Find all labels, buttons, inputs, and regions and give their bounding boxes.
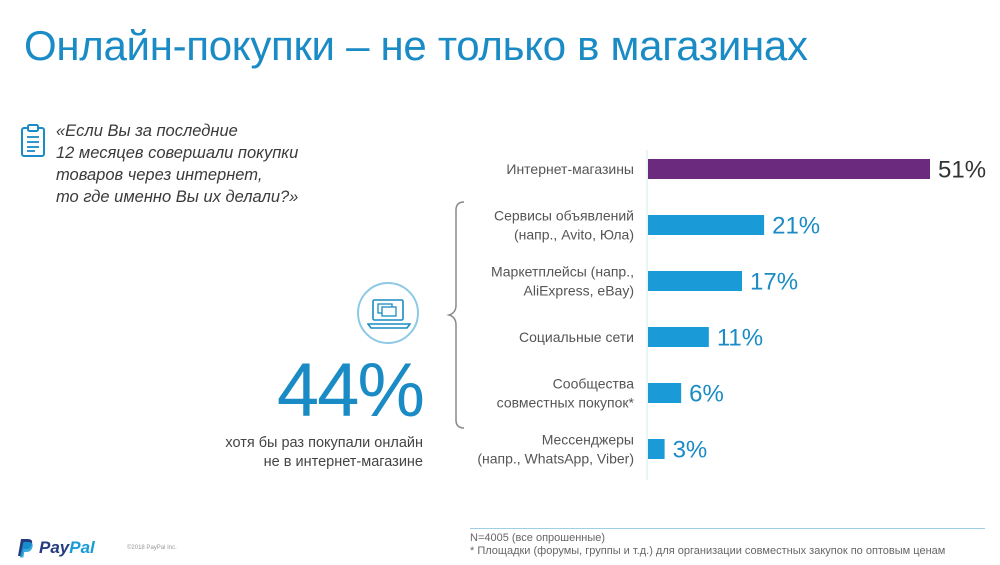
footnote-asterisk: * Площадки (форумы, группы и т.д.) для о… <box>470 545 946 557</box>
bar-5 <box>648 439 665 459</box>
bar-value-label: 3% <box>673 437 708 464</box>
survey-question: «Если Вы за последние 12 месяцев соверша… <box>56 120 356 208</box>
paypal-wordmark: PayPal <box>39 538 95 557</box>
category-label: (напр., Avito, Юла) <box>514 227 634 243</box>
bar-value-label: 6% <box>689 381 724 408</box>
category-label: Сервисы объявлений <box>494 208 634 224</box>
bar-chart: 51% Интернет-магазины 21% Сервисы объявлени… <box>477 150 986 480</box>
paypal-logo: PayPal <box>16 538 95 558</box>
category-label: совместных покупок* <box>497 395 635 411</box>
category-label: AliExpress, eBay) <box>524 283 634 299</box>
highlight-caption-line: не в интернет-магазине <box>263 454 423 470</box>
bar-3 <box>648 327 709 347</box>
bar-4 <box>648 383 682 403</box>
copyright: ©2018 PayPal Inc. <box>127 545 177 551</box>
bar-value-label: 17% <box>750 269 798 296</box>
category-label: Интернет-магазины <box>506 161 634 177</box>
bar-value-label: 21% <box>772 213 820 240</box>
footnotes: N=4005 (все опрошенные) * Площадки (фору… <box>470 532 945 558</box>
bar-2 <box>648 271 742 291</box>
laptop-icon <box>367 299 411 329</box>
question-line: товаров через интернет, <box>56 166 263 184</box>
category-label: Маркетплейсы (напр., <box>491 264 634 280</box>
category-label: (напр., WhatsApp, Viber) <box>477 451 634 467</box>
highlight-percent: 44% <box>276 348 425 433</box>
page-title: Онлайн-покупки – не только в магазинах <box>24 22 808 69</box>
curly-brace <box>446 201 465 429</box>
bar-1 <box>648 215 765 235</box>
bar-value-label: 11% <box>717 325 763 352</box>
bar-0 <box>648 159 930 179</box>
highlight-caption-line: хотя бы раз покупали онлайн <box>225 435 423 451</box>
paypal-icon <box>18 539 33 558</box>
category-label: Сообщества <box>553 376 635 392</box>
question-line: 12 месяцев совершали покупки <box>56 144 299 162</box>
clipboard-icon <box>21 124 45 157</box>
footnote-divider <box>470 528 985 529</box>
category-label: Социальные сети <box>519 329 634 345</box>
question-line: «Если Вы за последние <box>56 122 238 140</box>
bar-value-label: 51% <box>938 157 986 184</box>
laptop-icon-circle <box>357 282 419 344</box>
question-line: то где именно Вы их делали?» <box>56 188 299 206</box>
highlight-caption: хотя бы раз покупали онлайн не в интерне… <box>225 434 423 472</box>
footnote-sample: N=4005 (все опрошенные) <box>470 532 606 544</box>
category-label: Мессенджеры <box>542 432 634 448</box>
